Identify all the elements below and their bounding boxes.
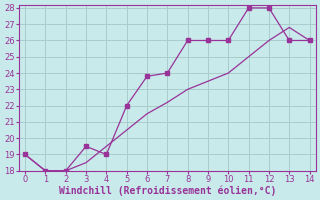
- X-axis label: Windchill (Refroidissement éolien,°C): Windchill (Refroidissement éolien,°C): [59, 185, 276, 196]
